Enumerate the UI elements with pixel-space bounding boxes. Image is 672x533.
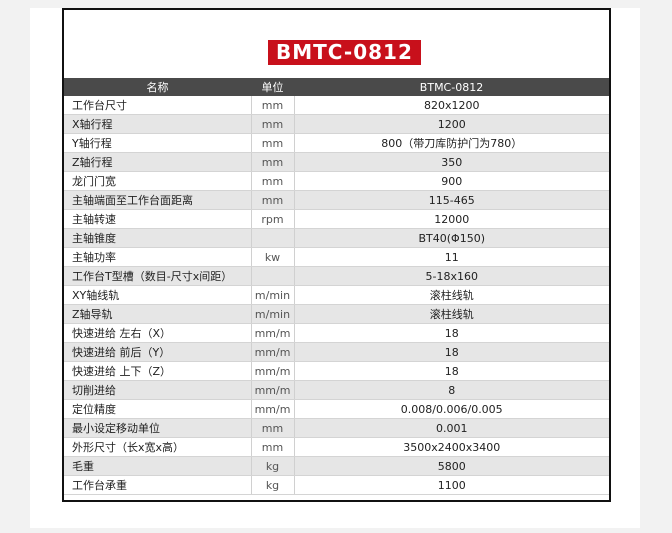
spec-unit: rpm	[250, 209, 295, 229]
spec-value: 350	[294, 152, 609, 172]
spec-name: Z轴行程	[64, 152, 251, 172]
spec-card: BMTC-0812 名称 单位 BTMC-0812 工作台尺寸 mm 820x120…	[62, 8, 611, 502]
spec-value: 12000	[294, 209, 609, 229]
table-row: 外形尺寸（长x宽x高） mm 3500x2400x3400	[64, 437, 609, 457]
spec-name: X轴行程	[64, 114, 251, 134]
spec-name: Y轴行程	[64, 133, 251, 153]
table-row: Z轴行程 mm 350	[64, 152, 609, 172]
spec-unit	[250, 228, 295, 248]
spec-value: 0.008/0.006/0.005	[294, 399, 609, 419]
spec-name: 主轴功率	[64, 247, 251, 267]
table-row: 工作台尺寸 mm 820x1200	[64, 96, 609, 115]
spec-name: 切削进给	[64, 380, 251, 400]
spec-name: 工作台T型槽（数目-尺寸x间距）	[64, 266, 251, 286]
spec-value: 820x1200	[294, 96, 609, 115]
spec-value: 1100	[294, 475, 609, 495]
spec-unit: mm	[250, 171, 295, 191]
spec-table: 名称 单位 BTMC-0812 工作台尺寸 mm 820x1200 X轴行程 mm 120…	[64, 78, 609, 495]
table-row: 切削进给 mm/m 8	[64, 380, 609, 400]
spec-unit	[250, 266, 295, 286]
table-row: 毛重 kg 5800	[64, 456, 609, 476]
table-row: 龙门门宽 mm 900	[64, 171, 609, 191]
spec-unit: kg	[250, 456, 295, 476]
spec-unit: mm	[250, 114, 295, 134]
header-unit: 单位	[251, 78, 294, 96]
spec-unit: mm/m	[250, 323, 295, 343]
table-row: 快速进给 前后（Y） mm/m 18	[64, 342, 609, 362]
spec-name: 工作台尺寸	[64, 96, 251, 115]
spec-value: BT40(Φ150)	[294, 228, 609, 248]
spec-value: 18	[294, 323, 609, 343]
spec-value: 900	[294, 171, 609, 191]
spec-value: 5800	[294, 456, 609, 476]
table-row: X轴行程 mm 1200	[64, 114, 609, 134]
spec-value: 8	[294, 380, 609, 400]
spec-unit: mm/m	[250, 361, 295, 381]
table-row: Y轴行程 mm 800（带刀库防护门为780）	[64, 133, 609, 153]
table-row: 主轴功率 kw 11	[64, 247, 609, 267]
table-row: 最小设定移动单位 mm 0.001	[64, 418, 609, 438]
spec-value: 800（带刀库防护门为780）	[294, 133, 609, 153]
spec-value: 115-465	[294, 190, 609, 210]
table-row: 快速进给 上下（Z） mm/m 18	[64, 361, 609, 381]
spec-unit: mm	[250, 190, 295, 210]
spec-unit: kw	[250, 247, 295, 267]
spec-name: 龙门门宽	[64, 171, 251, 191]
table-row: Z轴导轨 m/min 滚柱线轨	[64, 304, 609, 324]
table-header: 名称 单位 BTMC-0812	[64, 78, 609, 96]
spec-unit: mm/m	[250, 342, 295, 362]
spec-value: 5-18x160	[294, 266, 609, 286]
table-row: 定位精度 mm/m 0.008/0.006/0.005	[64, 399, 609, 419]
spec-value: 滚柱线轨	[294, 285, 609, 305]
table-row: 工作台承重 kg 1100	[64, 475, 609, 495]
table-row: 主轴转速 rpm 12000	[64, 209, 609, 229]
spec-value: 11	[294, 247, 609, 267]
spec-name: Z轴导轨	[64, 304, 251, 324]
spec-value: 3500x2400x3400	[294, 437, 609, 457]
spec-name: 快速进给 上下（Z）	[64, 361, 251, 381]
spec-value: 18	[294, 342, 609, 362]
header-name: 名称	[64, 78, 251, 96]
table-row: 主轴端面至工作台面距离 mm 115-465	[64, 190, 609, 210]
table-row: 主轴锥度 BT40(Φ150)	[64, 228, 609, 248]
spec-unit: mm	[250, 152, 295, 172]
header-value: BTMC-0812	[294, 78, 609, 96]
spec-unit: m/min	[250, 285, 295, 305]
spec-name: 定位精度	[64, 399, 251, 419]
spec-unit: mm	[250, 418, 295, 438]
spec-name: 快速进给 左右（X）	[64, 323, 251, 343]
spec-value: 滚柱线轨	[294, 304, 609, 324]
spec-unit: mm/m	[250, 380, 295, 400]
spec-name: 主轴端面至工作台面距离	[64, 190, 251, 210]
spec-unit: m/min	[250, 304, 295, 324]
spec-name: 毛重	[64, 456, 251, 476]
table-row: 工作台T型槽（数目-尺寸x间距） 5-18x160	[64, 266, 609, 286]
spec-name: XY轴线轨	[64, 285, 251, 305]
spec-name: 主轴锥度	[64, 228, 251, 248]
spec-value: 0.001	[294, 418, 609, 438]
spec-unit: mm	[250, 133, 295, 153]
spec-name: 主轴转速	[64, 209, 251, 229]
spec-value: 18	[294, 361, 609, 381]
spec-unit: mm/m	[250, 399, 295, 419]
spec-value: 1200	[294, 114, 609, 134]
spec-name: 外形尺寸（长x宽x高）	[64, 437, 251, 457]
table-row: XY轴线轨 m/min 滚柱线轨	[64, 285, 609, 305]
spec-unit: mm	[250, 437, 295, 457]
spec-unit: mm	[250, 96, 295, 115]
spec-name: 工作台承重	[64, 475, 251, 495]
model-title: BMTC-0812	[268, 40, 421, 65]
spec-unit: kg	[250, 475, 295, 495]
spec-name: 最小设定移动单位	[64, 418, 251, 438]
spec-name: 快速进给 前后（Y）	[64, 342, 251, 362]
table-row: 快速进给 左右（X） mm/m 18	[64, 323, 609, 343]
